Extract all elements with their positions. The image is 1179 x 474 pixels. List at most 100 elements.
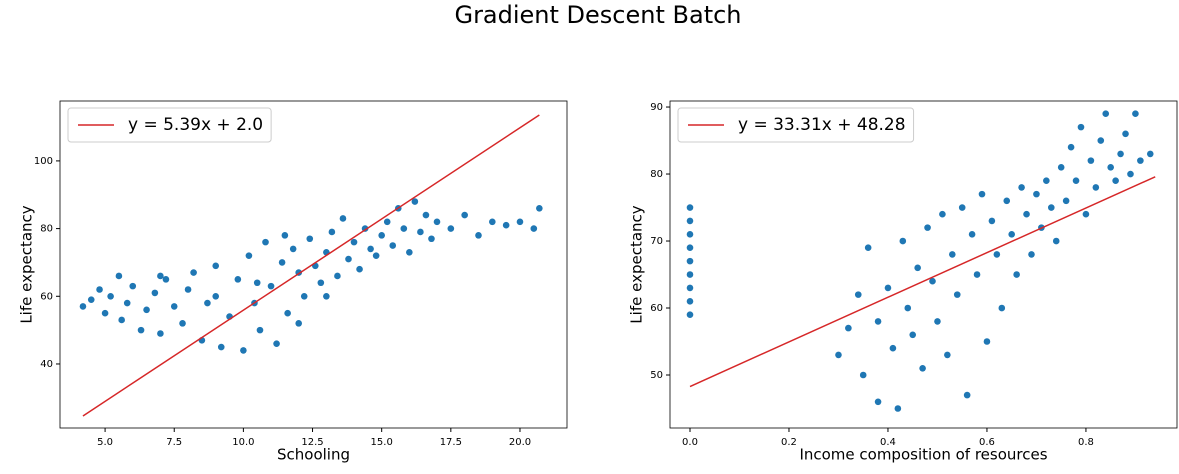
point <box>686 244 694 252</box>
point <box>874 318 882 325</box>
x-tick-label: 20.0 <box>509 437 531 448</box>
legend-box <box>677 107 915 143</box>
point <box>924 224 931 231</box>
point <box>1102 110 1110 118</box>
point <box>854 291 862 298</box>
point <box>993 251 1001 258</box>
point <box>234 276 242 283</box>
point <box>253 279 261 287</box>
point <box>107 292 114 300</box>
point <box>300 292 308 300</box>
point <box>899 237 907 245</box>
point <box>1117 150 1124 158</box>
point <box>323 292 330 300</box>
point <box>367 245 374 253</box>
legend-box <box>67 107 272 143</box>
x-tick-label: 12.5 <box>301 437 323 448</box>
point <box>378 232 385 239</box>
point <box>262 238 269 246</box>
point <box>1082 210 1090 218</box>
y-tick-label: 90 <box>650 102 663 113</box>
point <box>864 244 872 252</box>
point <box>939 210 946 218</box>
point <box>1092 184 1100 191</box>
point <box>502 221 510 229</box>
legend-label: y = 33.31x + 48.28 <box>738 115 906 135</box>
point <box>963 391 971 399</box>
point <box>345 255 352 263</box>
point <box>1137 157 1144 164</box>
x-tick-label: 5.0 <box>97 437 113 448</box>
x-tick-label: 0.6 <box>979 437 995 448</box>
point <box>475 232 482 239</box>
point <box>953 291 961 298</box>
point <box>118 316 125 324</box>
point <box>686 271 694 278</box>
point <box>845 324 852 332</box>
point <box>686 311 694 319</box>
point <box>273 340 280 347</box>
point <box>686 231 694 238</box>
point <box>1146 150 1154 158</box>
x-tick-label: 7.5 <box>166 437 182 448</box>
point <box>433 218 441 226</box>
point <box>949 251 956 258</box>
frame <box>669 100 1178 429</box>
plot-area <box>686 110 1156 412</box>
y-tick-label: 70 <box>650 236 663 247</box>
point <box>516 218 524 226</box>
legend-label: y = 5.39x + 2.0 <box>128 115 263 135</box>
legend: y = 33.31x + 48.28 <box>677 107 915 143</box>
point <box>123 299 131 307</box>
point <box>929 277 936 285</box>
x-tick-label: 17.5 <box>440 437 462 448</box>
point <box>914 264 921 272</box>
point <box>79 303 87 310</box>
point <box>958 204 966 211</box>
point <box>944 351 951 359</box>
point <box>267 282 275 290</box>
y-tick-label: 100 <box>34 156 53 167</box>
point <box>334 272 341 280</box>
frame <box>59 100 568 429</box>
point <box>1003 197 1011 205</box>
point <box>1112 177 1119 185</box>
point <box>356 265 363 273</box>
point <box>530 225 538 232</box>
point <box>978 190 986 198</box>
point <box>295 320 303 327</box>
point <box>306 235 314 243</box>
point <box>884 284 892 292</box>
point <box>686 257 694 265</box>
point <box>212 292 220 300</box>
point <box>389 242 397 249</box>
point <box>889 344 897 352</box>
y-tick-label: 80 <box>40 224 53 235</box>
point <box>151 289 159 297</box>
x-axis-label: Income composition of resources <box>799 446 1047 464</box>
point <box>447 225 455 232</box>
point <box>245 252 253 259</box>
point <box>1067 143 1075 151</box>
point <box>170 303 178 310</box>
point <box>461 211 468 219</box>
point <box>190 269 197 276</box>
point <box>411 198 419 205</box>
point <box>1077 123 1085 131</box>
point <box>383 218 391 226</box>
point <box>1132 110 1139 118</box>
axes: 5.0 7.5 10.0 12.5 15.0 17.5 20.0 40 60 80 100 Schoo… <box>18 100 568 464</box>
point <box>157 272 164 280</box>
point <box>256 326 264 334</box>
point <box>96 286 103 293</box>
point <box>87 296 95 303</box>
point <box>179 320 186 327</box>
point <box>1107 164 1114 171</box>
point <box>1087 157 1095 164</box>
x-axis-label: Schooling <box>277 446 350 464</box>
x-tick-label: 0.8 <box>1078 437 1094 448</box>
point <box>240 347 247 354</box>
point <box>115 272 123 280</box>
point <box>317 279 325 287</box>
